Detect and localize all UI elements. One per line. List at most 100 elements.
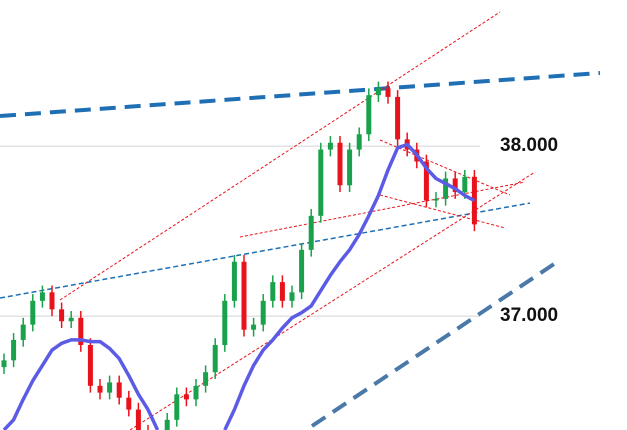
candle-body <box>135 409 141 430</box>
candle-body <box>241 261 247 330</box>
candle <box>11 333 17 368</box>
candle-body <box>375 88 381 96</box>
candle <box>203 365 209 393</box>
candle <box>97 379 103 400</box>
candle-body <box>39 292 45 301</box>
candle-body <box>260 300 266 325</box>
candle-body <box>385 88 391 97</box>
candle <box>87 338 93 393</box>
resistance-line <box>0 71 601 118</box>
candle <box>193 379 199 407</box>
candle <box>366 88 372 142</box>
candle-body <box>327 142 333 150</box>
candle <box>318 142 324 223</box>
candle <box>452 171 458 199</box>
candle-body <box>107 382 113 393</box>
candle-body <box>222 300 228 346</box>
candle <box>251 317 257 337</box>
candle-body <box>299 249 305 293</box>
candle-body <box>30 300 36 325</box>
candle-body <box>318 149 324 216</box>
candle-body <box>289 292 295 301</box>
candle-body <box>366 95 372 135</box>
candle-body <box>231 261 237 301</box>
candle <box>231 254 237 308</box>
candle-body <box>356 134 362 150</box>
candle <box>385 81 391 104</box>
candle <box>49 285 55 317</box>
candle <box>260 294 266 332</box>
candle-body <box>174 394 180 420</box>
candle <box>107 375 113 400</box>
candle-body <box>395 96 401 140</box>
candle <box>289 285 295 308</box>
candle-body <box>279 282 285 301</box>
candle-body <box>183 394 189 400</box>
candle-body <box>443 178 449 199</box>
candle <box>395 90 401 147</box>
candle <box>20 317 26 347</box>
candle-body <box>126 397 132 410</box>
candle <box>222 294 228 352</box>
candle <box>1 353 7 374</box>
channel-line <box>239 181 526 238</box>
candle <box>59 302 65 329</box>
support-line <box>310 258 562 428</box>
candle-body <box>1 360 7 368</box>
trend-line <box>0 202 531 299</box>
candle-body <box>78 317 84 346</box>
candle <box>327 135 333 157</box>
moving-average-line <box>2 142 476 430</box>
candle-body <box>452 178 458 193</box>
candle <box>116 375 122 405</box>
candle <box>174 387 180 427</box>
channel-line <box>379 139 511 196</box>
candle-body <box>20 324 26 340</box>
candle <box>423 154 429 208</box>
channel-line <box>59 11 501 301</box>
candle <box>30 294 36 332</box>
candle <box>299 243 305 300</box>
candle-body <box>251 324 257 330</box>
candle <box>183 387 189 407</box>
candle <box>347 142 353 193</box>
candle-body <box>11 339 17 361</box>
candle <box>375 81 381 102</box>
y-tick-label: 37.000 <box>500 305 558 326</box>
candle <box>356 127 362 157</box>
candle <box>147 424 149 430</box>
y-tick-label: 38.000 <box>500 135 558 156</box>
candle <box>126 390 132 417</box>
candle <box>39 285 45 308</box>
candle <box>279 275 285 308</box>
candle-body <box>203 372 209 386</box>
candle-body <box>347 149 353 186</box>
candle-body <box>59 309 65 322</box>
candle <box>68 311 74 329</box>
candle-body <box>116 382 122 398</box>
candle-body <box>337 142 343 186</box>
candle-body <box>433 198 439 201</box>
candle-body <box>423 161 429 201</box>
candle <box>308 209 314 257</box>
candle-body <box>212 345 218 373</box>
candle <box>78 311 84 352</box>
candle <box>212 338 218 380</box>
candle-body <box>462 176 468 193</box>
candle <box>135 402 141 430</box>
candle <box>433 192 439 208</box>
candle <box>337 135 343 193</box>
candle <box>164 413 170 430</box>
channel-line <box>379 194 506 229</box>
candle-body <box>270 282 276 301</box>
candle-body <box>49 292 55 310</box>
candle-body <box>308 215 314 250</box>
candle <box>443 171 449 206</box>
candle <box>270 275 276 308</box>
candle-body <box>68 317 74 322</box>
candle-body <box>164 419 170 430</box>
candle-body <box>97 385 103 393</box>
candle <box>241 254 247 337</box>
candle-body <box>193 385 199 400</box>
